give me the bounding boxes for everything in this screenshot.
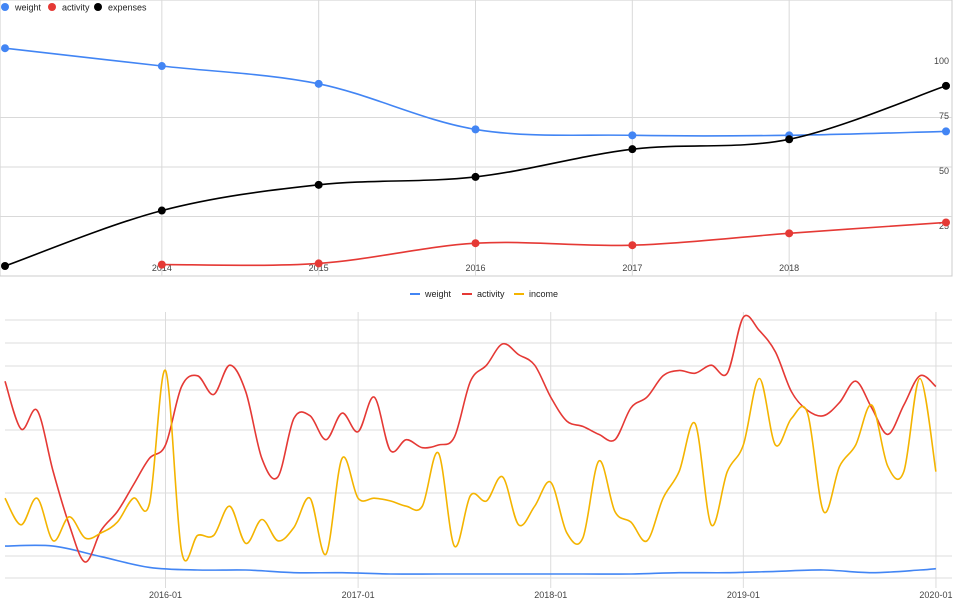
chart-1-x-tick-label: 2017	[622, 263, 642, 273]
chart-2-series-line-weight	[4, 544, 936, 575]
chart-1-legend-marker-activity	[48, 3, 56, 11]
chart-1-point-expenses	[942, 81, 950, 90]
chart-1-point-activity	[471, 239, 480, 248]
chart-1-point-weight	[628, 131, 637, 140]
chart-1-series-line-activity	[161, 221, 947, 267]
chart-2-legend-label-income[interactable]: income	[529, 289, 558, 299]
chart-1-point-expenses	[471, 172, 480, 181]
chart-2-grid	[5, 312, 952, 588]
chart-1-x-tick-label: 2018	[779, 263, 799, 273]
chart-1-point-activity	[157, 260, 166, 269]
chart-1-y-tick-label: 25	[939, 221, 949, 231]
chart-2-legend-label-activity[interactable]: activity	[477, 289, 505, 299]
chart-1-legend[interactable]: weight activity expenses	[1, 3, 147, 13]
chart-1-series	[1, 44, 950, 270]
chart-2-x-tick-label: 2018-01	[534, 590, 567, 600]
chart-2-x-tick-label: 2019-01	[727, 590, 760, 600]
chart-1-point-activity	[628, 241, 637, 250]
chart-1-point-activity	[785, 229, 794, 238]
chart-1-legend-marker-expenses	[94, 3, 102, 11]
chart-1-point-weight	[942, 127, 950, 136]
chart-2-legend-label-weight[interactable]: weight	[424, 289, 452, 299]
chart-1-point-activity	[942, 218, 950, 227]
chart-1-point-expenses	[628, 145, 637, 154]
chart-1-legend-marker-weight	[1, 3, 9, 11]
chart-annual-trends: 20142015201620172018255075100 weightacti…	[0, 0, 953, 277]
chart-1-x-tick-label: 2015	[309, 263, 329, 273]
chart-monthly-trends: weight activity income 2016-01 2017-01 2018-…	[4, 289, 952, 600]
chart-1-legend-label-weight[interactable]: weight	[14, 3, 42, 13]
chart-1-point-expenses	[314, 180, 323, 189]
chart-1-point-expenses	[157, 206, 166, 215]
chart-1-point-weight	[1, 44, 9, 53]
chart-1-point-weight	[314, 79, 323, 88]
chart-1-y-tick-label: 50	[939, 166, 949, 176]
chart-2-x-tick-label: 2020-01	[919, 590, 952, 600]
chart-1-x-tick-label: 2016	[465, 263, 485, 273]
chart-1-legend-label-activity[interactable]: activity	[62, 3, 90, 13]
chart-2-x-tick-label: 2016-01	[149, 590, 182, 600]
chart-1-point-expenses	[1, 262, 9, 270]
chart-2-series	[4, 314, 937, 575]
chart-1-point-weight	[157, 62, 166, 71]
chart-2-series-line-income	[4, 369, 937, 562]
chart-1-y-tick-label: 100	[934, 56, 949, 66]
chart-1-point-weight	[471, 125, 480, 134]
chart-2-tick-labels: 2016-01 2017-01 2018-01 2019-01 2020-01	[149, 590, 952, 600]
chart-2-series-line-activity	[4, 314, 937, 563]
chart-1-point-expenses	[785, 135, 794, 144]
chart-1-y-tick-label: 75	[939, 111, 949, 121]
chart-1-point-activity	[314, 259, 323, 268]
chart-2-legend[interactable]: weight activity income	[410, 289, 558, 299]
chart-2-x-tick-label: 2017-01	[342, 590, 375, 600]
chart-1-legend-label-expenses[interactable]: expenses	[108, 3, 147, 13]
